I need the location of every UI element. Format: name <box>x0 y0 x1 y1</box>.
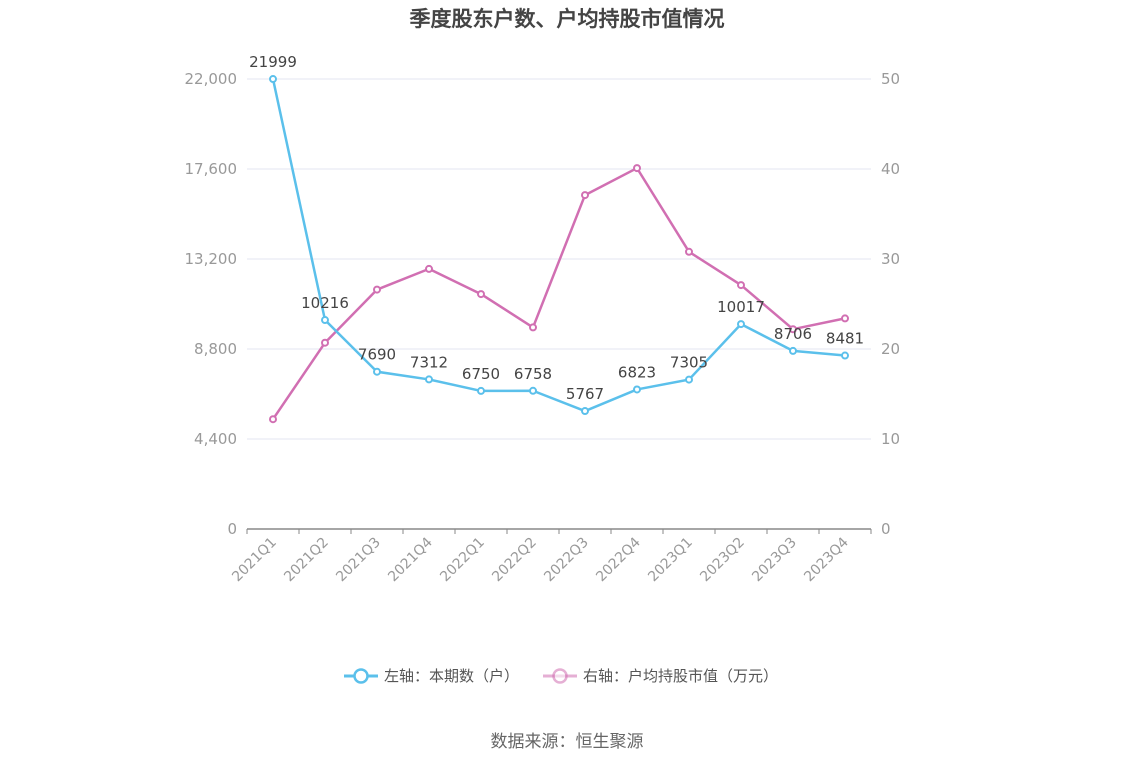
x-tick-label: 2023Q4 <box>801 534 852 585</box>
data-point-market-value[interactable] <box>321 338 329 347</box>
data-point-households[interactable] <box>685 375 693 384</box>
data-point-market-value[interactable] <box>737 281 745 290</box>
y-right-tick-label: 20 <box>881 340 900 358</box>
series-line-market-value <box>271 166 846 420</box>
y-left-tick-label: 17,600 <box>185 160 238 178</box>
data-point-market-value[interactable] <box>373 285 381 294</box>
data-point-households[interactable] <box>425 375 433 384</box>
data-point-households[interactable] <box>841 351 849 360</box>
series-layer <box>269 75 849 424</box>
data-point-households[interactable] <box>529 386 537 395</box>
legend-households-circle-icon <box>353 668 369 684</box>
y-right-tick-label: 10 <box>881 430 900 448</box>
data-label: 6750 <box>462 365 500 383</box>
data-label: 7305 <box>670 354 708 372</box>
x-tick-label: 2023Q3 <box>749 535 800 586</box>
data-point-households[interactable] <box>269 75 277 84</box>
data-label: 8706 <box>774 325 812 343</box>
legend-item-market-value[interactable]: 右轴：户均持股市值（万元） <box>543 667 778 685</box>
legend-market-value-circle-icon <box>552 668 568 684</box>
data-point-market-value[interactable] <box>529 323 537 332</box>
y-left-tick-label: 8,800 <box>194 340 237 358</box>
y-left-tick-label: 4,400 <box>194 430 237 448</box>
data-point-households[interactable] <box>737 320 745 329</box>
label-layer: 21999 10216 7690 7312 6750 6758 5767 6823 7305 10… <box>249 53 864 403</box>
chart-title: 季度股东户数、户均持股市值情况 <box>410 7 725 31</box>
legend-households-label: 左轴：本期数（户） <box>384 667 519 685</box>
data-point-market-value[interactable] <box>269 415 277 424</box>
data-label: 8481 <box>826 330 864 348</box>
data-point-market-value[interactable] <box>685 247 693 256</box>
y-right-tick-label: 30 <box>881 250 900 268</box>
data-point-market-value[interactable] <box>789 325 797 334</box>
data-point-households[interactable] <box>633 385 641 394</box>
data-point-households[interactable] <box>373 367 381 376</box>
x-tick-label: 2022Q1 <box>437 535 488 586</box>
legend-market-value-label: 右轴：户均持股市值（万元） <box>583 667 778 685</box>
x-tick-label: 2022Q3 <box>541 535 592 586</box>
data-label: 6823 <box>618 363 656 381</box>
data-label: 7690 <box>358 346 396 364</box>
data-label: 7312 <box>410 353 448 371</box>
legend: 左轴：本期数（户） 右轴：户均持股市值（万元） <box>344 667 778 685</box>
y-right-tick-label: 0 <box>881 520 891 538</box>
data-point-market-value[interactable] <box>841 314 849 323</box>
y-right-tick-label: 50 <box>881 70 900 88</box>
data-point-households[interactable] <box>789 346 797 355</box>
x-tick-label: 2022Q2 <box>489 535 540 586</box>
y-left-tick-label: 0 <box>227 520 237 538</box>
data-label: 10017 <box>717 298 765 316</box>
x-tick-label: 2021Q2 <box>281 535 332 586</box>
y-left-tick-label: 13,200 <box>185 250 238 268</box>
x-tick-label: 2023Q1 <box>645 535 696 586</box>
data-point-market-value[interactable] <box>581 191 589 200</box>
x-tick-label: 2021Q4 <box>385 534 436 585</box>
data-point-households[interactable] <box>321 316 329 325</box>
series-line-households <box>271 78 846 413</box>
data-point-market-value[interactable] <box>633 164 641 173</box>
data-label: 5767 <box>566 385 604 403</box>
data-label: 10216 <box>301 294 349 312</box>
x-tick-label: 2022Q4 <box>593 534 644 585</box>
data-point-market-value[interactable] <box>477 290 485 299</box>
data-source-note: 数据来源：恒生聚源 <box>491 732 644 752</box>
data-point-households[interactable] <box>477 386 485 395</box>
data-point-households[interactable] <box>581 407 589 416</box>
x-tick-label: 2021Q3 <box>333 535 384 586</box>
data-point-market-value[interactable] <box>425 264 433 273</box>
x-tick-label: 2021Q1 <box>229 535 280 586</box>
x-tick-label: 2023Q2 <box>697 535 748 586</box>
y-right-tick-label: 40 <box>881 160 900 178</box>
y-left-tick-label: 22,000 <box>185 70 238 88</box>
legend-item-households[interactable]: 左轴：本期数（户） <box>344 667 519 685</box>
data-label: 21999 <box>249 53 297 71</box>
data-label: 6758 <box>514 365 552 383</box>
